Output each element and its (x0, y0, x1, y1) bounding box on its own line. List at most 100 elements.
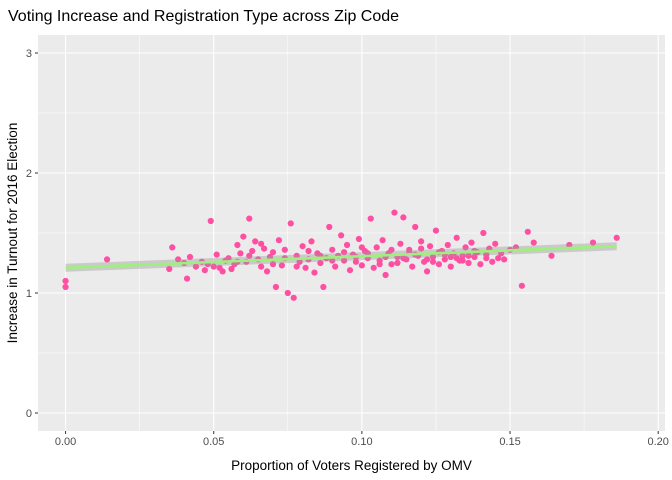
data-point (219, 268, 226, 275)
data-point (166, 265, 173, 273)
data-point (459, 252, 466, 259)
data-point (258, 240, 265, 247)
data-point (426, 243, 434, 250)
trend-line (65, 244, 617, 270)
data-point (201, 267, 208, 274)
data-point (566, 241, 573, 249)
data-point (462, 244, 469, 251)
data-point (367, 215, 374, 222)
y-axis-title: Increase in Turnout for 2016 Election (5, 123, 20, 344)
data-point (423, 268, 431, 275)
data-point (495, 255, 502, 262)
data-point (249, 247, 256, 255)
data-point (293, 263, 300, 270)
data-point (329, 257, 336, 264)
data-point (296, 258, 303, 265)
data-point (284, 289, 291, 297)
data-point (447, 263, 454, 270)
data-point (302, 264, 309, 271)
data-point (397, 240, 404, 247)
data-point (394, 259, 401, 267)
data-point (518, 282, 525, 289)
data-point (169, 244, 176, 251)
data-point (299, 243, 306, 250)
data-point (423, 256, 431, 263)
data-point (308, 238, 315, 245)
data-point (207, 217, 214, 225)
data-point (326, 223, 333, 231)
data-point (453, 255, 460, 262)
data-point (373, 244, 380, 251)
data-point (346, 267, 354, 274)
chart-title: Voting Increase and Registration Type ac… (8, 8, 399, 25)
data-point (228, 265, 235, 273)
data-point (483, 251, 490, 258)
data-point (234, 241, 241, 249)
data-point (260, 245, 268, 252)
data-point (320, 283, 327, 291)
data-point (376, 261, 383, 268)
x-tick-label: 0.20 (647, 436, 668, 448)
data-point (269, 249, 277, 256)
data-point (477, 261, 484, 268)
data-point (370, 264, 377, 271)
data-point (613, 234, 620, 241)
data-point (530, 239, 537, 246)
x-axis-ticks: 0.00 0.05 0.10 0.15 0.20 (55, 431, 669, 448)
data-point (305, 247, 312, 255)
data-point (358, 244, 365, 251)
data-point (409, 263, 416, 270)
data-point (252, 238, 259, 245)
data-point (379, 237, 386, 244)
data-point (293, 252, 300, 259)
data-point (62, 277, 69, 285)
data-point (435, 261, 443, 268)
data-point (453, 234, 460, 241)
data-point (468, 239, 475, 246)
data-point (589, 239, 597, 246)
data-point (275, 237, 283, 244)
data-point (287, 220, 294, 227)
data-point (548, 252, 555, 259)
data-point (524, 228, 531, 235)
data-point (412, 223, 419, 231)
data-point (103, 256, 111, 263)
data-point (213, 251, 220, 258)
data-point (471, 253, 478, 261)
data-point (429, 258, 437, 265)
y-axis-ticks: 0 1 2 3 (26, 48, 38, 420)
data-point (263, 268, 271, 275)
data-point (391, 209, 398, 216)
y-tick-label: 2 (26, 168, 32, 180)
data-point (210, 263, 217, 270)
data-point (355, 235, 363, 243)
data-point (358, 262, 365, 269)
data-point (343, 241, 351, 249)
data-point (418, 245, 425, 252)
data-point (388, 246, 395, 253)
y-tick-label: 0 (26, 408, 32, 420)
data-point (237, 250, 244, 257)
data-point (186, 253, 194, 261)
data-point (340, 249, 348, 256)
data-point (465, 252, 472, 259)
data-point (192, 263, 200, 270)
data-point (492, 240, 499, 247)
data-point (432, 227, 440, 234)
data-point (281, 246, 288, 253)
data-point (62, 283, 69, 291)
x-tick-label: 0.15 (499, 436, 520, 448)
data-point (338, 232, 345, 239)
data-point (269, 261, 277, 268)
y-tick-label: 1 (26, 288, 32, 300)
data-point (480, 229, 487, 237)
data-point (444, 241, 451, 249)
data-point (290, 294, 297, 301)
x-tick-label: 0.05 (203, 436, 224, 448)
data-point (183, 275, 191, 282)
data-point (332, 263, 339, 270)
data-point (340, 257, 348, 264)
data-point (246, 215, 253, 222)
data-point (352, 258, 360, 265)
